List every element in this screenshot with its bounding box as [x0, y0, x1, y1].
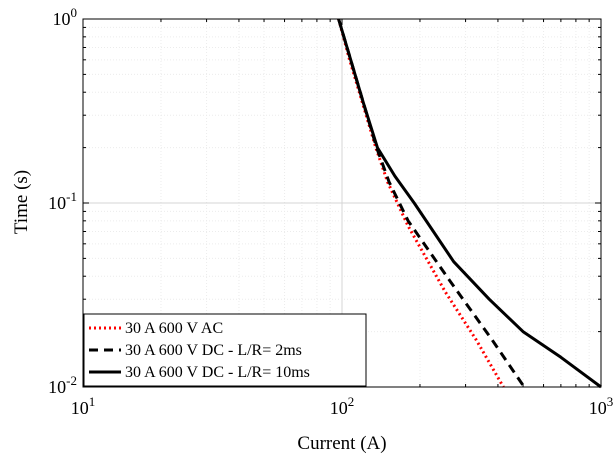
y-axis-title: Time (s) — [11, 170, 32, 234]
tick-labels: 101 102 103 100 10-1 10-2 — [48, 5, 613, 418]
y-tick-label-3: 10-2 — [48, 373, 77, 397]
x-tick-label-3: 103 — [589, 394, 614, 418]
legend-label-2: 30 A 600 V DC - L/R= 2ms — [125, 342, 302, 359]
y-tick-label-1: 100 — [53, 5, 78, 29]
series-line-2 — [337, 18, 526, 388]
x-tick-label-1: 101 — [71, 394, 96, 418]
x-tick-label-2: 102 — [330, 394, 355, 418]
x-axis-title: Current (A) — [297, 433, 386, 454]
series-line-3 — [337, 18, 602, 389]
legend: 30 A 600 V AC 30 A 600 V DC - L/R= 2ms 30 … — [83, 313, 367, 387]
legend-box — [83, 313, 367, 387]
legend-label-1: 30 A 600 V AC — [125, 320, 223, 337]
legend-label-3: 30 A 600 V DC - L/R= 10ms — [125, 364, 310, 381]
series-lines — [337, 18, 602, 389]
y-tick-label-2: 10-1 — [48, 189, 77, 213]
axes — [82, 18, 602, 388]
